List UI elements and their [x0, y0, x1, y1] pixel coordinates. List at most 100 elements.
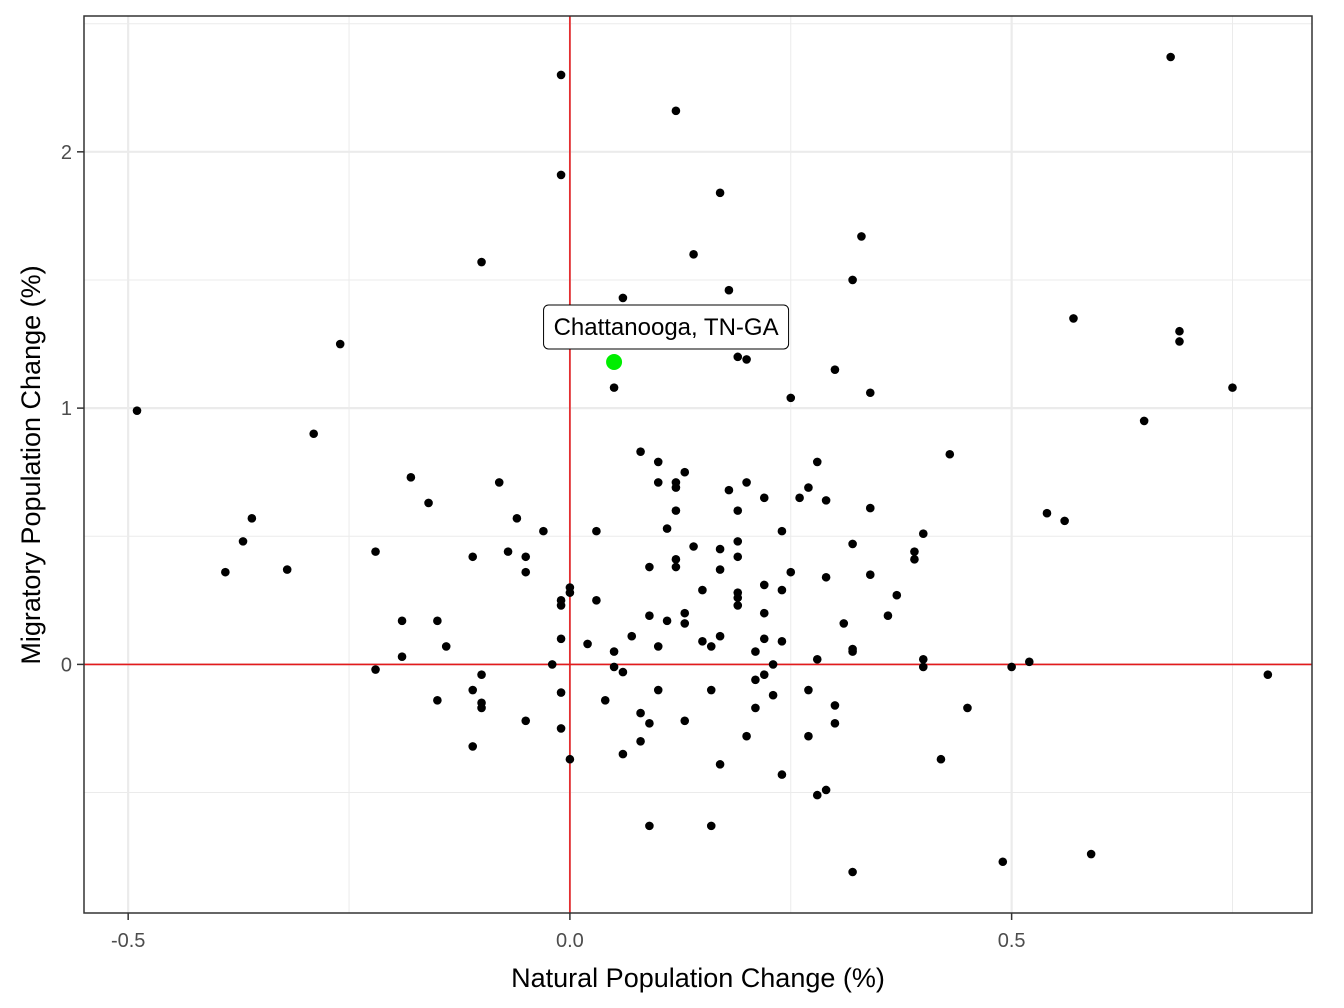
data-point	[715, 188, 725, 198]
data-point	[671, 483, 681, 492]
data-point	[910, 555, 919, 564]
data-point	[565, 588, 575, 597]
data-point	[839, 619, 849, 628]
data-point	[715, 631, 725, 641]
data-point	[910, 547, 919, 556]
data-point	[645, 562, 654, 572]
data-point	[742, 355, 751, 364]
data-point	[618, 749, 628, 759]
data-point	[715, 544, 725, 554]
data-point	[1007, 662, 1016, 672]
data-point	[821, 496, 831, 505]
data-point	[733, 601, 743, 610]
data-point	[1175, 337, 1184, 346]
data-point	[636, 708, 645, 718]
data-point	[777, 637, 787, 646]
data-point	[742, 731, 751, 741]
data-point	[609, 383, 619, 392]
data-point	[468, 685, 478, 695]
data-point	[618, 667, 628, 677]
data-point	[1175, 326, 1184, 336]
data-point	[706, 685, 716, 695]
data-point	[830, 365, 840, 374]
data-point	[865, 388, 875, 398]
data-point	[371, 665, 380, 674]
data-point	[662, 524, 672, 533]
data-point	[751, 647, 760, 656]
data-point	[441, 642, 451, 651]
data-point	[918, 662, 928, 672]
data-point	[918, 654, 928, 664]
data-point	[547, 660, 557, 669]
data-point	[477, 257, 486, 267]
data-point	[592, 526, 601, 536]
data-point	[600, 695, 610, 705]
y-tick-label: 0	[61, 654, 72, 676]
data-point	[671, 106, 681, 116]
data-point	[698, 585, 707, 595]
data-point	[715, 760, 725, 769]
data-point	[795, 493, 804, 503]
data-point	[812, 457, 822, 467]
data-point	[671, 555, 681, 564]
data-point	[733, 552, 743, 562]
data-point	[521, 567, 531, 577]
data-point	[804, 685, 813, 695]
data-point	[830, 719, 840, 728]
data-point	[733, 593, 743, 603]
data-point	[539, 526, 548, 536]
data-point	[247, 514, 257, 523]
data-point	[662, 616, 672, 626]
data-point	[397, 652, 407, 662]
data-point	[468, 742, 478, 751]
data-point	[777, 526, 787, 536]
data-point	[556, 70, 566, 80]
data-point	[857, 232, 866, 241]
data-point	[848, 275, 857, 285]
data-point	[786, 567, 796, 577]
x-tick-label: -0.5	[111, 930, 145, 952]
minor-gridlines	[84, 16, 1312, 913]
data-point	[724, 285, 734, 295]
data-point	[653, 685, 663, 695]
data-point	[759, 580, 769, 590]
y-axis-title: Migratory Population Change (%)	[16, 265, 46, 664]
data-point	[653, 642, 663, 651]
data-point	[433, 695, 442, 705]
data-point	[768, 690, 778, 700]
data-point	[1139, 416, 1149, 426]
data-point	[821, 572, 831, 582]
data-point	[680, 467, 690, 477]
data-point	[821, 785, 831, 795]
data-point	[521, 716, 531, 726]
data-point	[371, 547, 380, 556]
data-point	[848, 867, 857, 877]
data-point	[503, 547, 513, 556]
data-point	[865, 503, 875, 513]
y-tick-label: 2	[61, 142, 72, 164]
data-point	[1228, 383, 1237, 392]
x-tick-label: 0.5	[998, 930, 1026, 952]
data-point	[433, 616, 442, 626]
data-point	[680, 608, 690, 618]
highlight-label: Chattanooga, TN-GA	[554, 314, 779, 341]
data-point	[786, 393, 796, 403]
data-point	[556, 688, 566, 697]
data-point	[1166, 52, 1175, 62]
x-tick-label: 0.0	[556, 930, 584, 952]
data-point	[521, 552, 531, 562]
data-point	[865, 570, 875, 580]
data-point	[830, 701, 840, 710]
highlight-label-box	[543, 304, 790, 350]
data-point	[556, 724, 566, 733]
x-axis-title: Natural Population Change (%)	[511, 963, 885, 993]
data-point	[848, 539, 857, 549]
data-point	[812, 654, 822, 664]
data-point	[768, 660, 778, 669]
panel-border	[83, 15, 1313, 914]
data-point	[733, 537, 743, 546]
data-point	[645, 611, 654, 621]
data-point	[335, 339, 345, 349]
data-point	[1086, 849, 1096, 859]
